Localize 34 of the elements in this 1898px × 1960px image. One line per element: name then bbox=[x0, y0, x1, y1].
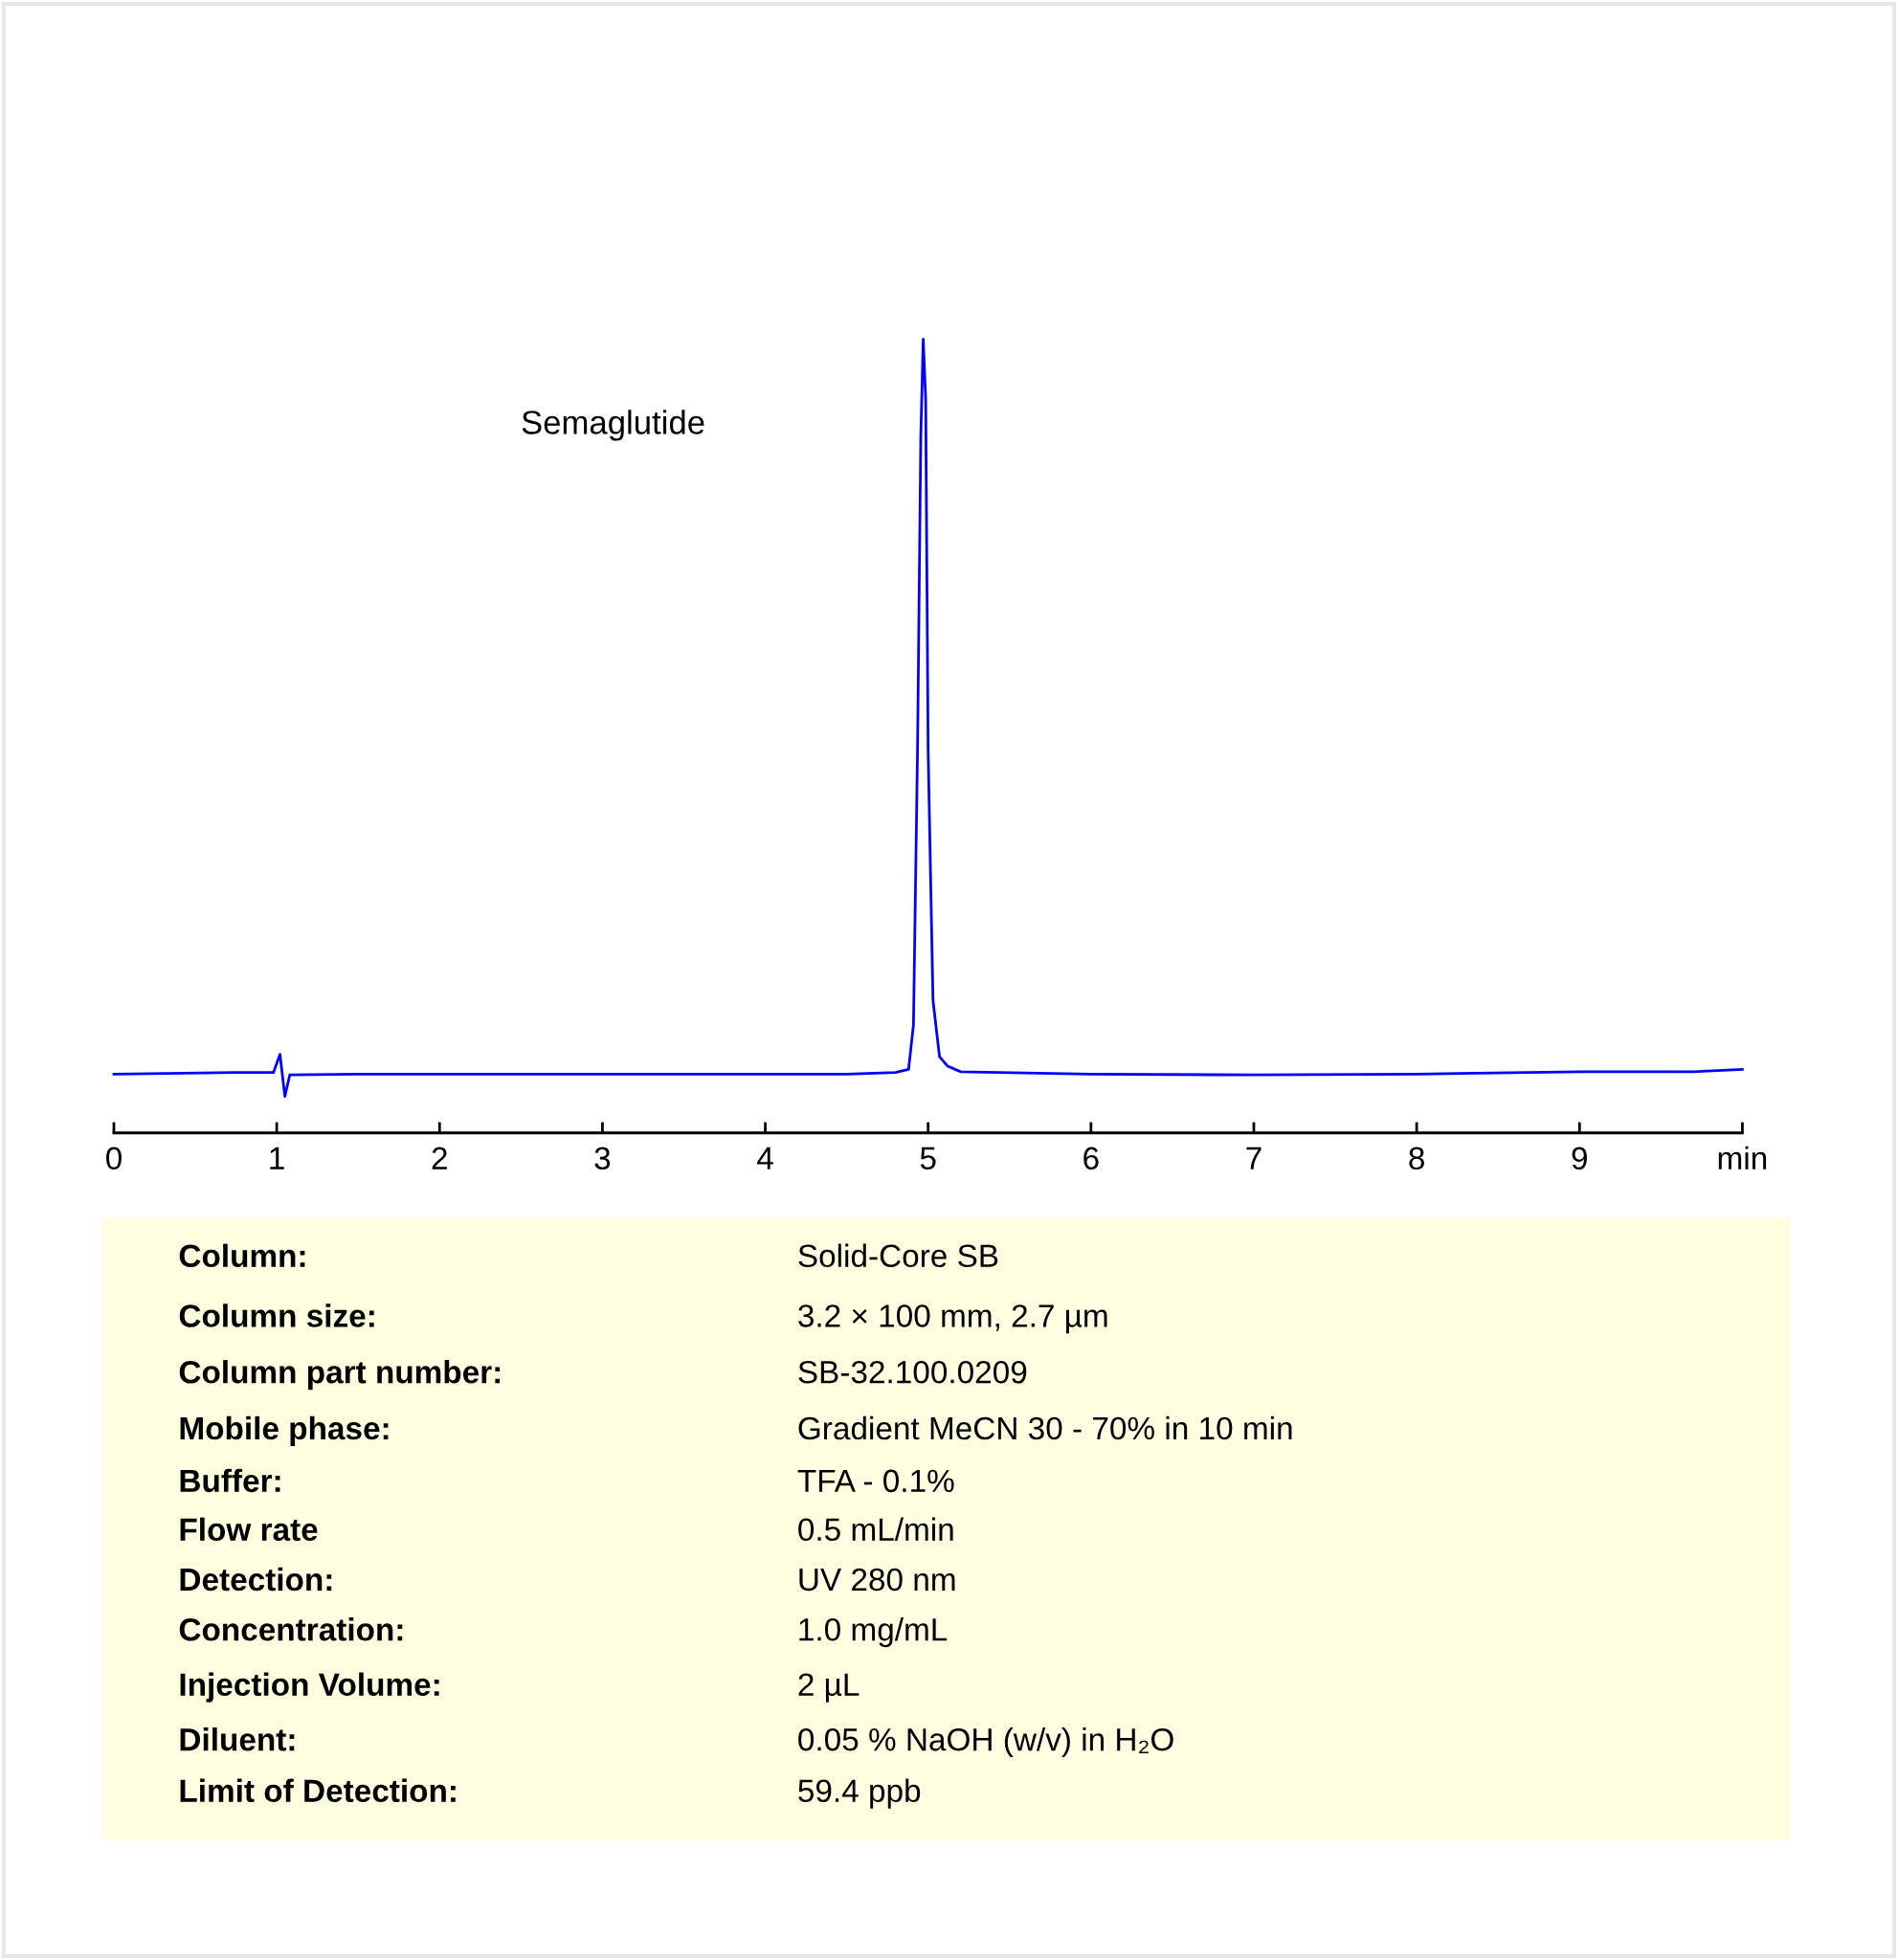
text: TFA - 0.1% bbox=[797, 1469, 954, 1493]
text: Injection Volume: bbox=[180, 1672, 439, 1703]
x-tick-label: 7 bbox=[1246, 1147, 1262, 1169]
text: Buffer: bbox=[180, 1468, 280, 1493]
text: Solid-Core SB bbox=[798, 1243, 998, 1268]
text: Column part number: bbox=[179, 1360, 501, 1391]
text: 2 µL bbox=[798, 1673, 860, 1703]
text: 59.4 ppb bbox=[798, 1778, 921, 1809]
x-tick-label: 4 bbox=[757, 1147, 773, 1169]
text: Column: bbox=[179, 1243, 305, 1268]
text: SB-32.100.0209 bbox=[798, 1360, 1027, 1384]
x-tick-label: 6 bbox=[1083, 1147, 1099, 1170]
text: Concentration: bbox=[179, 1617, 403, 1641]
text: Limit of Detection: bbox=[180, 1778, 456, 1803]
x-tick-label: 2 bbox=[432, 1147, 447, 1169]
text: Diluent: bbox=[180, 1727, 295, 1751]
x-tick-label: 8 bbox=[1409, 1147, 1424, 1170]
annotation: Semaglutide bbox=[522, 410, 704, 441]
text: Detection: bbox=[180, 1567, 332, 1592]
x-tick-label: 1 bbox=[270, 1147, 284, 1169]
text: 3.2 × 100 mm, 2.7 µm bbox=[798, 1304, 1107, 1334]
text: 0.5 mL/min bbox=[798, 1517, 953, 1542]
x-tick-label: 0 bbox=[106, 1147, 122, 1170]
text: Gradient MeCN 30 - 70% in 10 min bbox=[798, 1415, 1292, 1440]
x-tick-label: 5 bbox=[920, 1147, 936, 1170]
x-tick-label: 9 bbox=[1572, 1147, 1587, 1170]
text: 0.05 % NaOH (w/v) in H₂O bbox=[798, 1727, 1173, 1758]
text: 1.0 mg/mL bbox=[799, 1617, 948, 1648]
x-tick-label: 3 bbox=[594, 1147, 611, 1170]
text: Flow rate bbox=[180, 1517, 318, 1542]
text: Column size: bbox=[179, 1303, 374, 1327]
text: Mobile phase: bbox=[180, 1415, 389, 1446]
text: UV 280 nm bbox=[799, 1568, 955, 1592]
x-tick-label: min bbox=[1718, 1146, 1767, 1169]
